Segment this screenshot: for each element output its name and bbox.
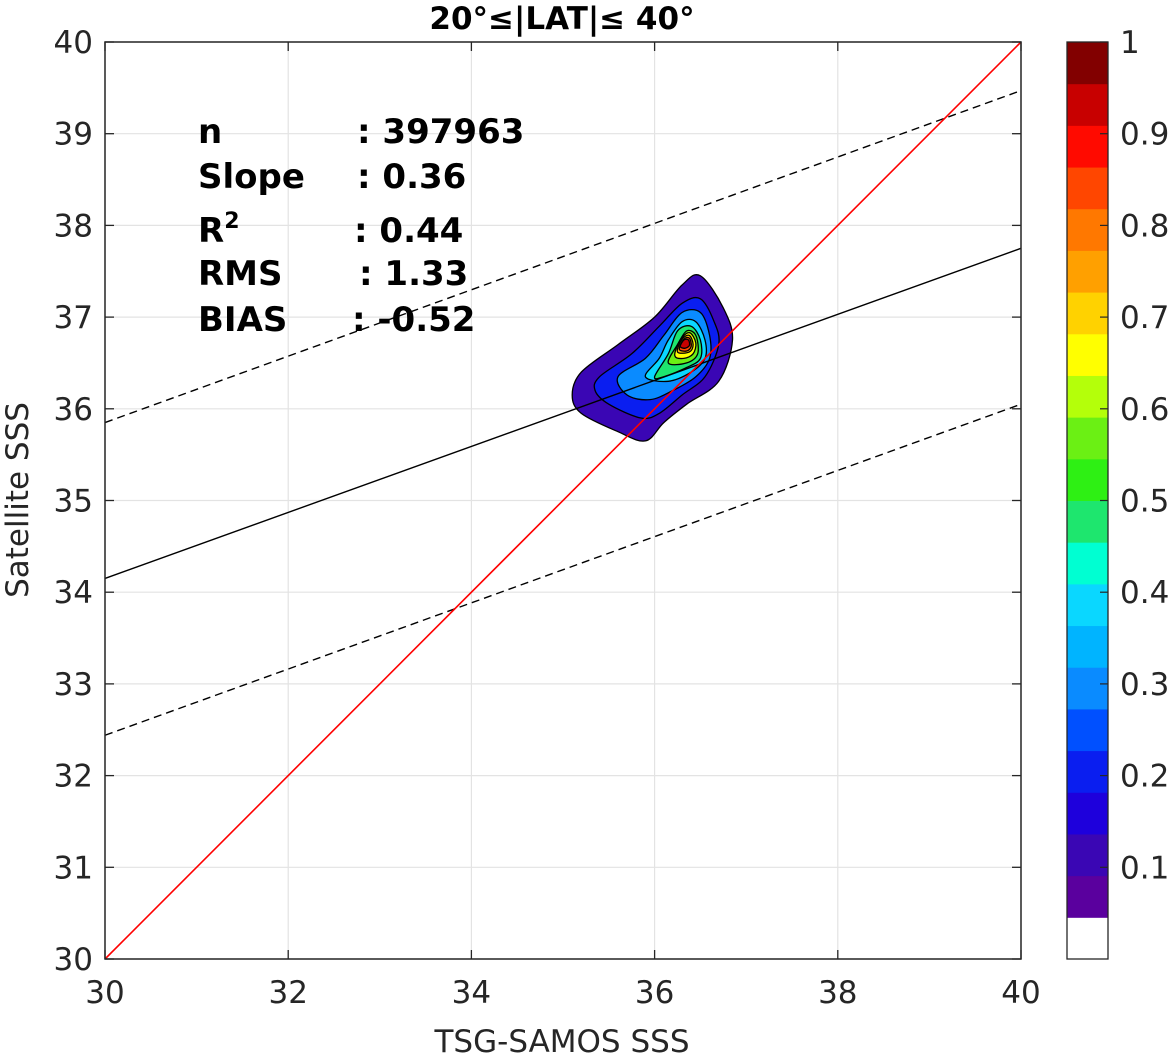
- stat-label: RMS: [198, 254, 283, 294]
- colorbar-segment: [1067, 500, 1108, 543]
- colorbar-segment: [1067, 542, 1108, 585]
- colorbar-segment: [1067, 375, 1108, 418]
- colorbar-segment: [1067, 42, 1108, 85]
- statistics-box: n : 397963 Slope : 0.36 R2 : 0.44 RMS : 1.33 BIA…: [198, 112, 524, 340]
- one-to-one-line: [104, 41, 1022, 960]
- stat-value: : 397963: [357, 112, 524, 152]
- x-tick-label: 36: [635, 975, 674, 1011]
- fit-upper-bound-line: [104, 89, 1022, 424]
- y-tick-label: 34: [54, 575, 93, 611]
- colorbar-segment: [1067, 83, 1108, 126]
- stat-label: Slope: [198, 157, 305, 197]
- x-tick-label: 32: [268, 975, 307, 1011]
- colorbar-segment: [1067, 292, 1108, 335]
- fit-lower-bound-line: [104, 403, 1022, 736]
- colorbar-tick-label: 0.6: [1120, 392, 1169, 428]
- stat-superscript: 2: [224, 209, 239, 234]
- y-tick-label: 32: [54, 759, 93, 795]
- colorbar-tick-label: 0.7: [1120, 300, 1169, 336]
- x-axis-label: TSG-SAMOS SSS: [434, 1024, 690, 1055]
- regression-fit-line: [104, 247, 1022, 580]
- y-axis-label: Satellite SSS: [0, 402, 36, 598]
- stat-value: : -0.52: [352, 300, 475, 340]
- y-tick-label: 38: [54, 208, 93, 244]
- stat-value: : 1.33: [359, 254, 468, 294]
- colorbar-segment: [1067, 833, 1108, 877]
- x-tick-label: 40: [1001, 975, 1040, 1011]
- colorbar-segment: [1067, 417, 1108, 460]
- reference-lines: [104, 41, 1022, 960]
- y-tick-label: 40: [54, 25, 93, 61]
- chart-title: 20°≤|LAT|≤ 40°: [429, 1, 694, 37]
- contour-level: [679, 338, 691, 349]
- colorbar-segment: [1067, 875, 1108, 918]
- colorbar-tick-label: 1: [1120, 25, 1140, 61]
- colorbar-segment: [1067, 167, 1108, 210]
- colorbar-tick-label: 0.5: [1120, 484, 1169, 520]
- colorbar-segment: [1067, 250, 1108, 293]
- colorbar-tick-label: 0.3: [1120, 667, 1169, 703]
- colorbar-segment: [1067, 458, 1108, 501]
- axes: 30 32 34 36 38 40 30 31 32 33 34 35 36 37 38 39 40: [54, 25, 1041, 1011]
- stat-value: : 0.36: [357, 157, 466, 197]
- x-tick-label: 30: [85, 975, 124, 1011]
- colorbar-segment: [1067, 667, 1108, 710]
- y-tick-label: 33: [54, 667, 93, 703]
- x-tick-label: 34: [452, 975, 491, 1011]
- colorbar-tick-label: 0.9: [1120, 117, 1169, 153]
- colorbar-segment: [1067, 750, 1108, 793]
- y-tick-label: 37: [54, 300, 93, 336]
- colorbar-segment: [1067, 333, 1108, 376]
- x-tick-label: 38: [818, 975, 857, 1011]
- colorbar: 0.1 0.2 0.3 0.4 0.5 0.6 0.7 0.8 0.9 1: [1066, 25, 1169, 960]
- colorbar-segment: [1067, 708, 1108, 752]
- colorbar-segment: [1067, 208, 1108, 251]
- colorbar-tick-label: 0.4: [1120, 575, 1169, 611]
- y-tick-label: 35: [54, 484, 93, 520]
- y-tick-label: 31: [54, 850, 93, 886]
- colorbar-segment: [1067, 125, 1108, 168]
- colorbar-segment: [1067, 625, 1108, 668]
- stat-label: n: [198, 112, 222, 152]
- stat-label: BIAS: [198, 300, 287, 340]
- stat-label: R2: [198, 209, 240, 251]
- colorbar-tick-label: 0.1: [1120, 850, 1169, 886]
- colorbar-segment: [1067, 792, 1108, 835]
- colorbar-tick-label: 0.8: [1120, 208, 1169, 244]
- colorbar-segment: [1067, 583, 1108, 627]
- y-tick-label: 30: [54, 942, 93, 978]
- contour-density: [571, 274, 734, 442]
- colorbar-tick-label: 0.2: [1120, 759, 1169, 795]
- y-tick-label: 39: [54, 117, 93, 153]
- y-tick-label: 36: [54, 392, 93, 428]
- colorbar-segment: [1067, 917, 1108, 960]
- stat-value: : 0.44: [354, 211, 463, 251]
